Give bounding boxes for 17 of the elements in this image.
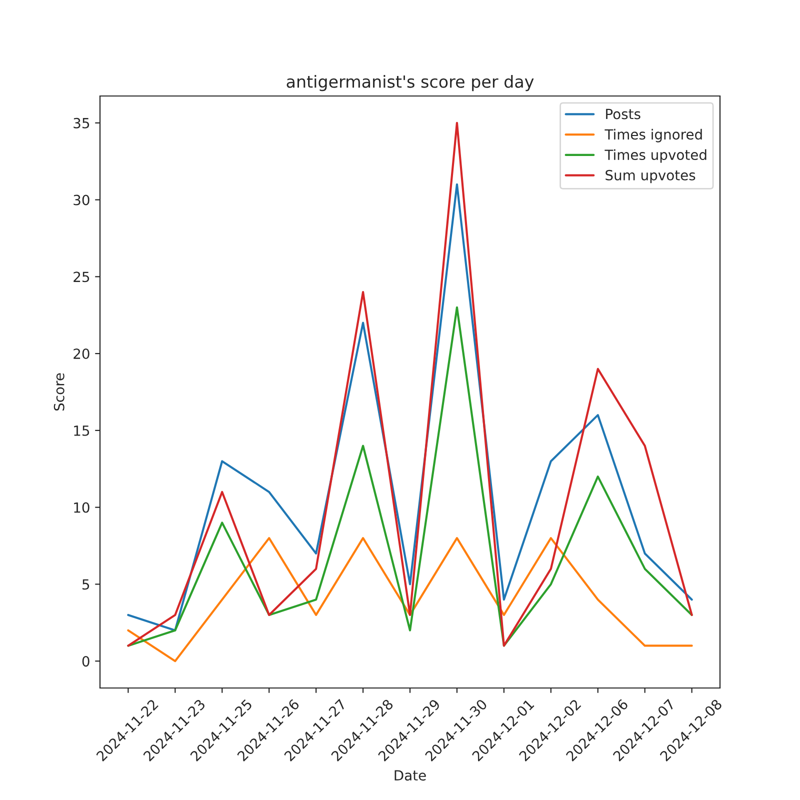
legend-label: Times ignored [604,128,702,142]
chart-title: antigermanist's score per day [286,75,534,92]
y-axis-title: Score [54,373,64,411]
y-tick-label: 25 [74,272,90,282]
y-tick-label: 5 [82,579,90,590]
y-tick-label: 35 [74,118,90,128]
line-series [127,306,693,647]
y-tick-label: 0 [82,656,90,667]
legend-label: Posts [606,108,640,120]
y-tick-label: 15 [74,426,90,436]
y-tick-label: 20 [74,348,90,360]
line-series [127,537,693,662]
x-axis-title: Date [394,770,426,781]
y-tick-label: 30 [74,194,90,206]
legend-label: Times upvoted [604,149,706,163]
y-tick-label: 10 [74,502,90,513]
legend-label: Sum upvotes [606,170,696,184]
